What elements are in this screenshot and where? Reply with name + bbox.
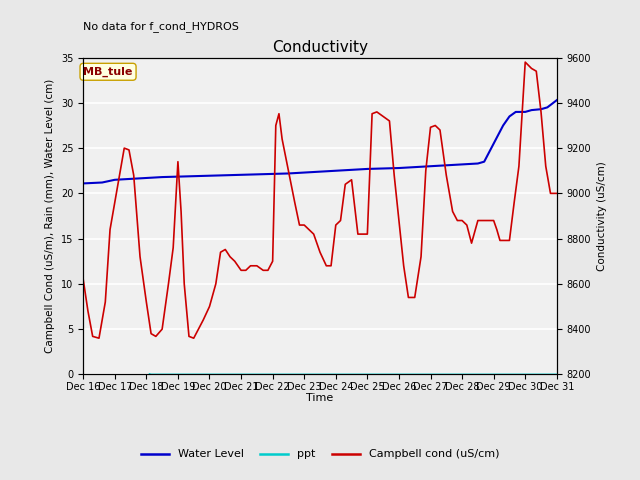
X-axis label: Time: Time xyxy=(307,394,333,403)
Text: No data for f_cond_HYDROS: No data for f_cond_HYDROS xyxy=(83,21,239,32)
Y-axis label: Conductivity (uS/cm): Conductivity (uS/cm) xyxy=(596,161,607,271)
Y-axis label: Campbell Cond (uS/m), Rain (mm), Water Level (cm): Campbell Cond (uS/m), Rain (mm), Water L… xyxy=(45,79,56,353)
Title: Conductivity: Conductivity xyxy=(272,40,368,55)
Legend: Water Level, ppt, Campbell cond (uS/cm): Water Level, ppt, Campbell cond (uS/cm) xyxy=(136,445,504,464)
Text: MB_tule: MB_tule xyxy=(83,67,132,77)
